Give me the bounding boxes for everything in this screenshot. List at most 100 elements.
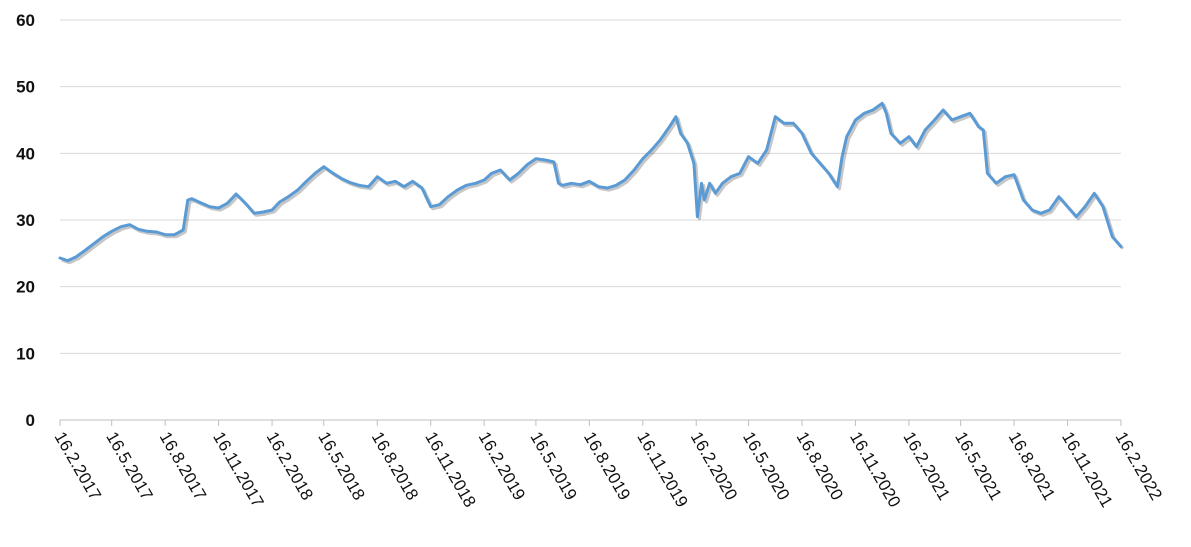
- data-point: [483, 179, 486, 181]
- series-line: [58, 101, 1123, 263]
- data-point: [579, 183, 582, 186]
- x-tick-label: 16.2.2017: [51, 429, 105, 504]
- data-point: [287, 195, 290, 198]
- data-point: [209, 205, 211, 208]
- y-tick-label: 0: [26, 411, 35, 430]
- data-point: [597, 185, 600, 188]
- data-point: [959, 115, 962, 118]
- y-tick-label: 60: [16, 11, 35, 30]
- data-point: [182, 229, 184, 231]
- data-point: [721, 182, 724, 185]
- data-point: [679, 132, 682, 135]
- data-point: [739, 172, 741, 175]
- data-point: [854, 119, 857, 121]
- data-point: [881, 102, 883, 105]
- data-point: [296, 189, 299, 191]
- x-tick-label: 16.11.2021: [1058, 429, 1116, 511]
- y-tick-label: 50: [16, 78, 35, 97]
- x-tick-label: 16.2.2020: [687, 429, 741, 504]
- x-tick-label: 16.5.2019: [526, 429, 580, 504]
- x-tick-label: 16.8.2018: [368, 429, 422, 504]
- data-point: [650, 149, 653, 151]
- data-point: [164, 233, 166, 236]
- x-tick-label: 16.11.2020: [846, 429, 904, 511]
- data-point: [924, 129, 926, 131]
- data-point: [714, 192, 717, 195]
- data-point: [1102, 205, 1104, 208]
- data-point: [1004, 175, 1007, 178]
- x-tick-label: 16.8.2021: [1005, 429, 1059, 504]
- data-point: [730, 175, 732, 178]
- data-point: [686, 142, 689, 145]
- data-point: [915, 145, 918, 148]
- x-tick-label: 16.2.2021: [899, 429, 953, 504]
- y-tick-label: 30: [16, 211, 35, 230]
- data-point: [421, 187, 423, 189]
- data-point: [633, 169, 635, 171]
- data-point: [235, 193, 237, 195]
- data-point: [1111, 235, 1114, 238]
- data-point: [349, 181, 352, 184]
- data-point: [942, 109, 944, 111]
- data-point: [969, 112, 971, 115]
- data-point: [624, 179, 626, 181]
- x-tick-label: 16.8.2020: [793, 429, 847, 504]
- data-point: [110, 230, 113, 233]
- data-point: [1120, 245, 1122, 248]
- data-point: [102, 235, 104, 238]
- data-point: [84, 249, 87, 251]
- y-tick-label: 40: [16, 144, 35, 163]
- data-point: [995, 182, 997, 185]
- data-point: [890, 132, 892, 135]
- x-axis: [59, 419, 1122, 426]
- data-point: [394, 180, 397, 183]
- data-point: [217, 207, 220, 209]
- data-point: [747, 155, 750, 158]
- data-point: [341, 177, 343, 180]
- data-point: [155, 231, 158, 233]
- x-tick-label: 16.5.2021: [951, 429, 1005, 504]
- data-point: [557, 182, 560, 185]
- data-point: [703, 199, 706, 201]
- y-tick-label: 20: [16, 278, 35, 297]
- data-point: [474, 182, 477, 185]
- data-point: [615, 184, 617, 187]
- data-point: [553, 161, 555, 163]
- data-point: [933, 119, 936, 121]
- data-point: [819, 162, 821, 165]
- data-point: [1075, 215, 1078, 218]
- x-tick-label: 16.8.2019: [580, 429, 634, 504]
- data-point: [278, 201, 281, 203]
- gridlines: [60, 19, 1121, 354]
- data-point: [1058, 195, 1060, 198]
- data-point: [845, 135, 848, 138]
- data-point: [526, 163, 528, 166]
- data-point: [872, 109, 874, 111]
- data-point: [323, 165, 325, 168]
- data-point: [358, 184, 361, 187]
- x-tick-label: 16.8.2017: [156, 429, 210, 504]
- data-point: [253, 212, 255, 215]
- x-tick-label: 16.5.2018: [314, 429, 368, 504]
- data-point: [128, 223, 131, 226]
- data-point: [385, 182, 388, 185]
- data-point: [606, 187, 609, 189]
- data-point: [675, 115, 677, 118]
- data-point: [977, 125, 980, 128]
- data-point: [75, 255, 78, 258]
- data-point: [438, 203, 441, 206]
- data-point: [765, 149, 768, 151]
- data-point: [66, 259, 69, 262]
- x-tick-label: 16.11.2018: [421, 429, 479, 511]
- data-point: [986, 172, 989, 175]
- data-point: [456, 189, 459, 191]
- data-point: [668, 125, 671, 128]
- data-point: [951, 119, 953, 121]
- data-point: [693, 162, 695, 165]
- data-point: [801, 132, 803, 135]
- data-point: [499, 169, 502, 171]
- data-point: [305, 180, 308, 183]
- data-point: [376, 175, 379, 178]
- data-point: [885, 112, 888, 115]
